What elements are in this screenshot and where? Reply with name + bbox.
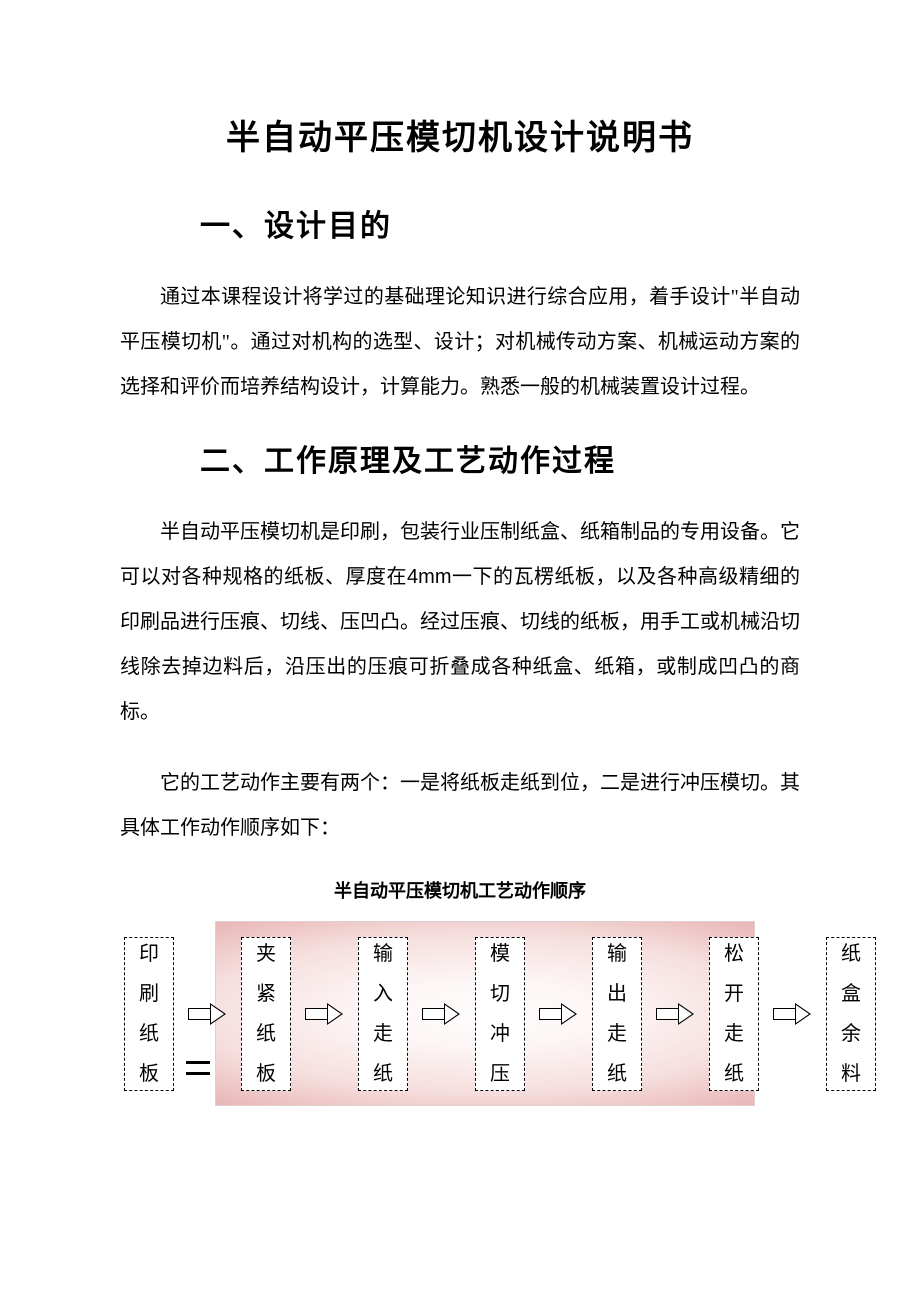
section-2-paragraph-1: 半自动平压模切机是印刷，包装行业压制纸盒、纸箱制品的专用设备。它可以对各种规格的… <box>120 510 800 735</box>
node-char: 松 <box>724 944 744 964</box>
node-char: 走 <box>607 1024 627 1044</box>
flow-arrow-5 <box>652 937 700 1091</box>
para-fragment: 一下的瓦楞纸板，以及各种高级精细的印刷品进行压痕、切线、压凹凸。经过压痕、切线的… <box>120 566 800 723</box>
node-char: 纸 <box>724 1064 744 1084</box>
flow-node-5: 输 出 走 纸 <box>592 937 642 1091</box>
document-title: 半自动平压模切机设计说明书 <box>120 110 800 159</box>
node-char: 纸 <box>841 944 861 964</box>
node-char: 开 <box>724 984 744 1004</box>
arrow-right-icon <box>539 1004 579 1024</box>
flow-node-7: 纸 盒 余 料 <box>826 937 876 1091</box>
flowchart-row: 印 刷 纸 板 夹 紧 纸 板 输 入 走 纸 <box>120 937 880 1091</box>
arrow-right-icon <box>305 1004 345 1024</box>
node-char: 入 <box>373 984 393 1004</box>
arrow-right-icon <box>422 1004 462 1024</box>
thickness-value: 4mm <box>407 566 451 588</box>
flow-arrow-6 <box>769 937 817 1091</box>
node-char: 模 <box>490 944 510 964</box>
flow-node-6: 松 开 走 纸 <box>709 937 759 1091</box>
node-char: 刷 <box>139 984 159 1004</box>
node-char: 纸 <box>373 1064 393 1084</box>
node-char: 切 <box>490 984 510 1004</box>
node-char: 输 <box>607 944 627 964</box>
flow-node-2: 夹 紧 纸 板 <box>241 937 291 1091</box>
arrow-right-icon <box>773 1004 813 1024</box>
section-1-heading: 一、设计目的 <box>200 201 800 245</box>
section-1-paragraph-1: 通过本课程设计将学过的基础理论知识进行综合应用，着手设计"半自动平压模切机"。通… <box>120 275 800 410</box>
flow-arrow-4 <box>535 937 583 1091</box>
flow-node-4: 模 切 冲 压 <box>475 937 525 1091</box>
node-char: 夹 <box>256 944 276 964</box>
node-char: 盒 <box>841 984 861 1004</box>
flowchart-title: 半自动平压模切机工艺动作顺序 <box>120 877 800 903</box>
node-char: 纸 <box>607 1064 627 1084</box>
node-char: 料 <box>841 1064 861 1084</box>
flowchart: 印 刷 纸 板 夹 紧 纸 板 输 入 走 纸 <box>120 921 880 1106</box>
section-2-paragraph-2: 它的工艺动作主要有两个：一是将纸板走纸到位，二是进行冲压模切。其具体工作动作顺序… <box>120 761 800 851</box>
node-char: 走 <box>724 1024 744 1044</box>
node-char: 出 <box>607 984 627 1004</box>
node-char: 余 <box>841 1024 861 1044</box>
arrow-right-icon <box>656 1004 696 1024</box>
node-char: 纸 <box>139 1024 159 1044</box>
flow-node-3: 输 入 走 纸 <box>358 937 408 1091</box>
flow-node-1: 印 刷 纸 板 <box>124 937 174 1091</box>
node-char: 冲 <box>490 1024 510 1044</box>
node-char: 板 <box>139 1064 159 1084</box>
arrow-right-icon <box>188 1004 228 1024</box>
section-2-heading: 二、工作原理及工艺动作过程 <box>200 436 800 480</box>
node-char: 输 <box>373 944 393 964</box>
node-char: 印 <box>139 944 159 964</box>
flow-arrow-1 <box>184 937 232 1091</box>
node-char: 走 <box>373 1024 393 1044</box>
flow-arrow-3 <box>418 937 466 1091</box>
node-char: 紧 <box>256 984 276 1004</box>
flow-arrow-2 <box>301 937 349 1091</box>
node-char: 纸 <box>256 1024 276 1044</box>
node-char: 板 <box>256 1064 276 1084</box>
node-char: 压 <box>490 1064 510 1084</box>
